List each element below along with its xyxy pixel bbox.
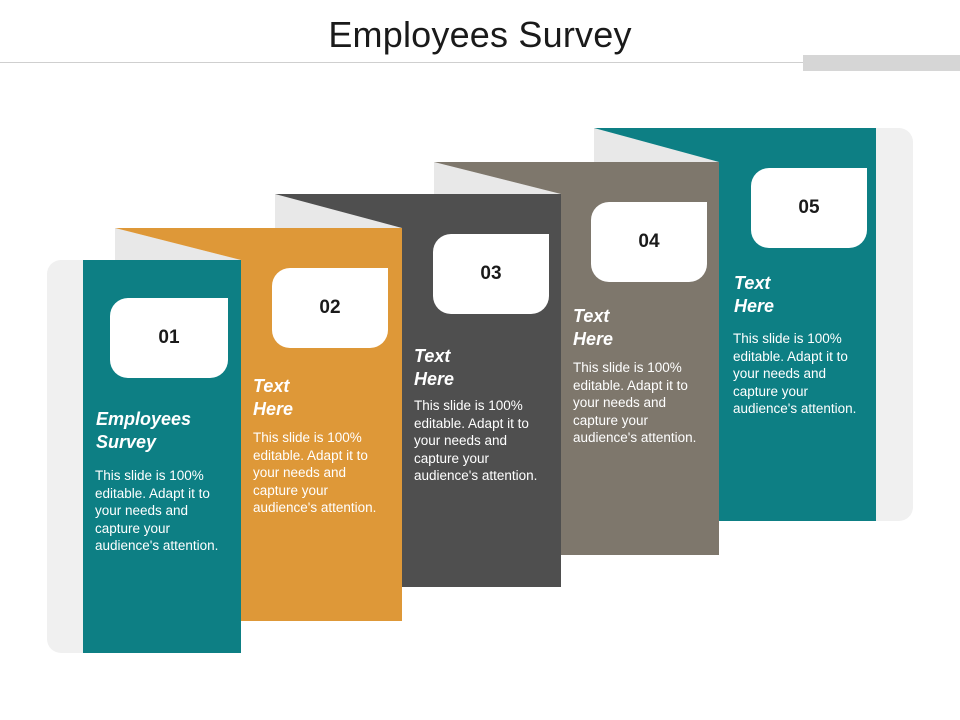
step-number-badge: 04 <box>591 202 707 282</box>
step-description: This slide is 100% editable. Adapt it to… <box>414 398 538 483</box>
step-heading-line2: Here <box>414 369 455 389</box>
step-heading: Text Here <box>253 375 393 421</box>
step-card-03: 03 Text Here This slide is 100% editable… <box>402 194 561 587</box>
step-number-badge: 02 <box>272 268 388 348</box>
step-card-04: 04 Text Here This slide is 100% editable… <box>561 162 719 555</box>
step-heading: Employees Survey <box>96 408 236 454</box>
step-heading-line1: Text <box>734 273 771 293</box>
step-description: This slide is 100% editable. Adapt it to… <box>95 468 219 553</box>
step-number: 03 <box>480 263 502 284</box>
step-number-badge: 01 <box>110 298 228 378</box>
step-number: 04 <box>638 231 660 252</box>
step-heading-line2: Here <box>734 296 775 316</box>
step-heading-line1: Text <box>414 346 451 366</box>
step-heading: Text Here <box>414 345 554 391</box>
step-heading-line2: Here <box>573 329 614 349</box>
step-description: This slide is 100% editable. Adapt it to… <box>253 430 377 515</box>
step-number: 02 <box>319 297 341 318</box>
step-card-01: 01 Employees Survey This slide is 100% e… <box>83 260 241 653</box>
step-card-02: 02 Text Here This slide is 100% editable… <box>241 228 402 621</box>
step-heading-line2: Survey <box>96 432 157 452</box>
step-heading-line1: Employees <box>96 409 192 429</box>
step-number: 01 <box>158 327 180 348</box>
step-heading-line1: Text <box>253 376 290 396</box>
step-number-badge: 05 <box>751 168 867 248</box>
step-heading: Text Here <box>573 305 713 351</box>
step-heading: Text Here <box>734 272 874 318</box>
step-number-badge: 03 <box>433 234 549 314</box>
slide-title: Employees Survey <box>328 14 632 55</box>
step-number: 05 <box>798 197 820 218</box>
step-heading-line1: Text <box>573 306 610 326</box>
step-description: This slide is 100% editable. Adapt it to… <box>573 360 697 445</box>
step-description: This slide is 100% editable. Adapt it to… <box>733 331 857 416</box>
step-card-05: 05 Text Here This slide is 100% editable… <box>719 128 876 521</box>
title-divider <box>0 62 960 63</box>
title-accent-bar <box>803 55 960 71</box>
step-heading-line2: Here <box>253 399 294 419</box>
